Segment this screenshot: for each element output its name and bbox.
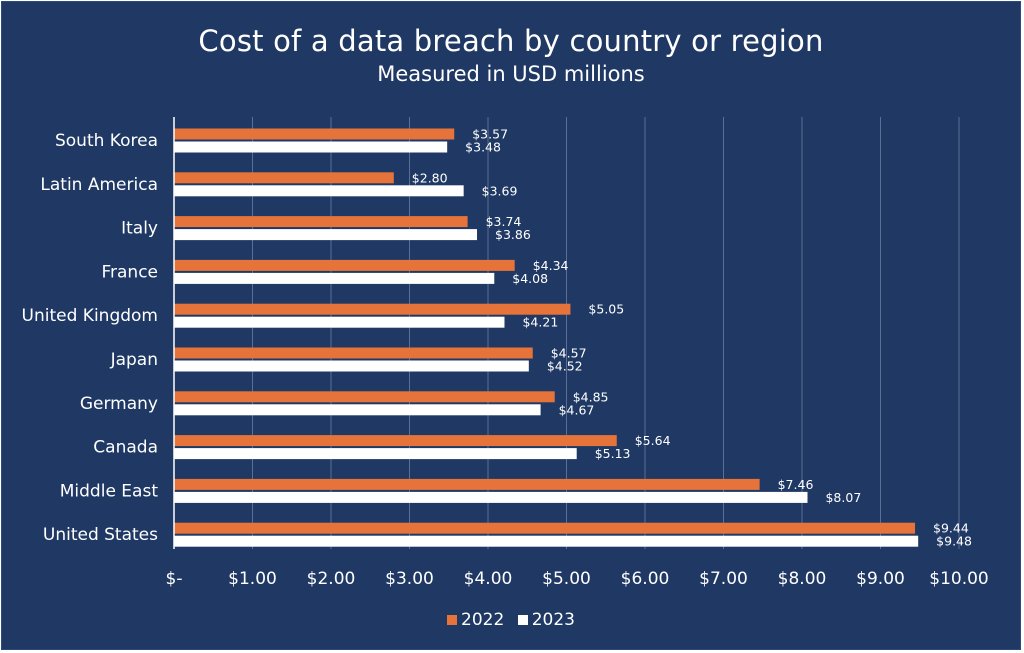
x-tick-label: $6.00: [621, 569, 670, 589]
bar-2023: [174, 491, 808, 503]
data-label-2023: $4.08: [512, 271, 548, 286]
chart-title: Cost of a data breach by country or regi…: [198, 24, 824, 58]
x-tick-label: $4.00: [464, 569, 513, 589]
legend-label-2023: 2023: [531, 610, 575, 630]
data-label-2022: $2.80: [412, 170, 448, 185]
x-tick-label: $-: [166, 569, 183, 589]
bar-2023: [174, 141, 448, 153]
data-label-2023: $3.86: [495, 227, 531, 242]
x-tick-label: $7.00: [699, 569, 748, 589]
bar-2022: [174, 216, 468, 228]
bar-2022: [174, 128, 455, 140]
data-label-2022: $3.57: [472, 127, 508, 142]
legend: 2022 2023: [2, 610, 1020, 630]
x-tick-label: $8.00: [778, 569, 827, 589]
bar-2023: [174, 448, 577, 460]
category-label: Germany: [80, 394, 158, 414]
bar-2022: [174, 435, 617, 447]
category-label: Japan: [110, 350, 158, 370]
x-tick-label: $2.00: [307, 569, 356, 589]
category-label: Middle East: [60, 481, 159, 501]
bar-2022: [174, 259, 515, 271]
bar-2022: [174, 347, 533, 359]
category-labels: South Korea Latin America Italy France Unite…: [22, 131, 159, 545]
category-label: France: [101, 262, 158, 282]
data-label-2022: $7.46: [778, 477, 814, 492]
data-label-2022: $5.64: [635, 433, 671, 448]
category-label: Canada: [93, 438, 158, 458]
chart-subtitle: Measured in USD millions: [377, 62, 645, 86]
data-label-2023: $8.07: [825, 490, 861, 505]
legend-item-2023: 2023: [517, 610, 575, 630]
bar-2023: [174, 535, 919, 547]
category-label: United Kingdom: [22, 306, 158, 326]
legend-swatch-2022: [447, 615, 458, 625]
bar-chart: $3.57$3.48 $2.80 $3.69 $3.74$3.86 $4.34$4.08…: [22, 117, 989, 589]
category-label: South Korea: [55, 131, 158, 151]
legend-item-2022: 2022: [447, 610, 504, 630]
x-tick-labels: $- $1.00 $2.00 $3.00 $4.00 $5.00 $6.00 $7.00 $8.…: [166, 569, 989, 589]
bar-2022: [174, 522, 916, 534]
bar-2022: [174, 391, 555, 403]
x-tick-label: $5.00: [542, 569, 591, 589]
bar-2022: [174, 172, 394, 184]
category-label: United States: [43, 525, 158, 545]
category-label: Italy: [121, 219, 158, 239]
data-label-2023: $5.13: [595, 446, 631, 461]
x-tick-label: $3.00: [385, 569, 434, 589]
bar-2022: [174, 303, 571, 315]
gridlines: [252, 117, 960, 549]
data-label-2022: $4.34: [533, 258, 569, 273]
data-label-2022: $4.85: [573, 389, 609, 404]
x-tick-label: $10.00: [929, 569, 988, 589]
legend-swatch-2023: [517, 615, 528, 625]
data-label-2023: $3.69: [482, 183, 518, 198]
data-label-2022: $4.57: [551, 346, 587, 361]
data-label-2023: $4.52: [547, 359, 583, 374]
data-label-2023: $4.67: [559, 402, 595, 417]
data-label-2023: $9.48: [936, 534, 972, 549]
data-label-2023: $4.21: [522, 315, 558, 330]
data-label-2022: $3.74: [486, 214, 522, 229]
data-label-2022: $9.44: [933, 521, 969, 536]
legend-label-2022: 2022: [461, 610, 505, 630]
bar-2023: [174, 229, 478, 241]
category-label: Latin America: [40, 175, 158, 195]
bars: [174, 128, 919, 547]
bar-2023: [174, 185, 464, 197]
bar-2022: [174, 478, 760, 490]
x-tick-label: $1.00: [228, 569, 277, 589]
bar-2023: [174, 360, 529, 372]
bar-2023: [174, 272, 495, 284]
data-labels: $3.57$3.48 $2.80 $3.69 $3.74$3.86 $4.34$4.08…: [412, 127, 972, 549]
bar-2023: [174, 316, 505, 328]
data-label-2023: $3.48: [465, 140, 501, 155]
data-label-2022: $5.05: [588, 302, 624, 317]
bar-2023: [174, 404, 541, 416]
x-tick-label: $9.00: [856, 569, 905, 589]
